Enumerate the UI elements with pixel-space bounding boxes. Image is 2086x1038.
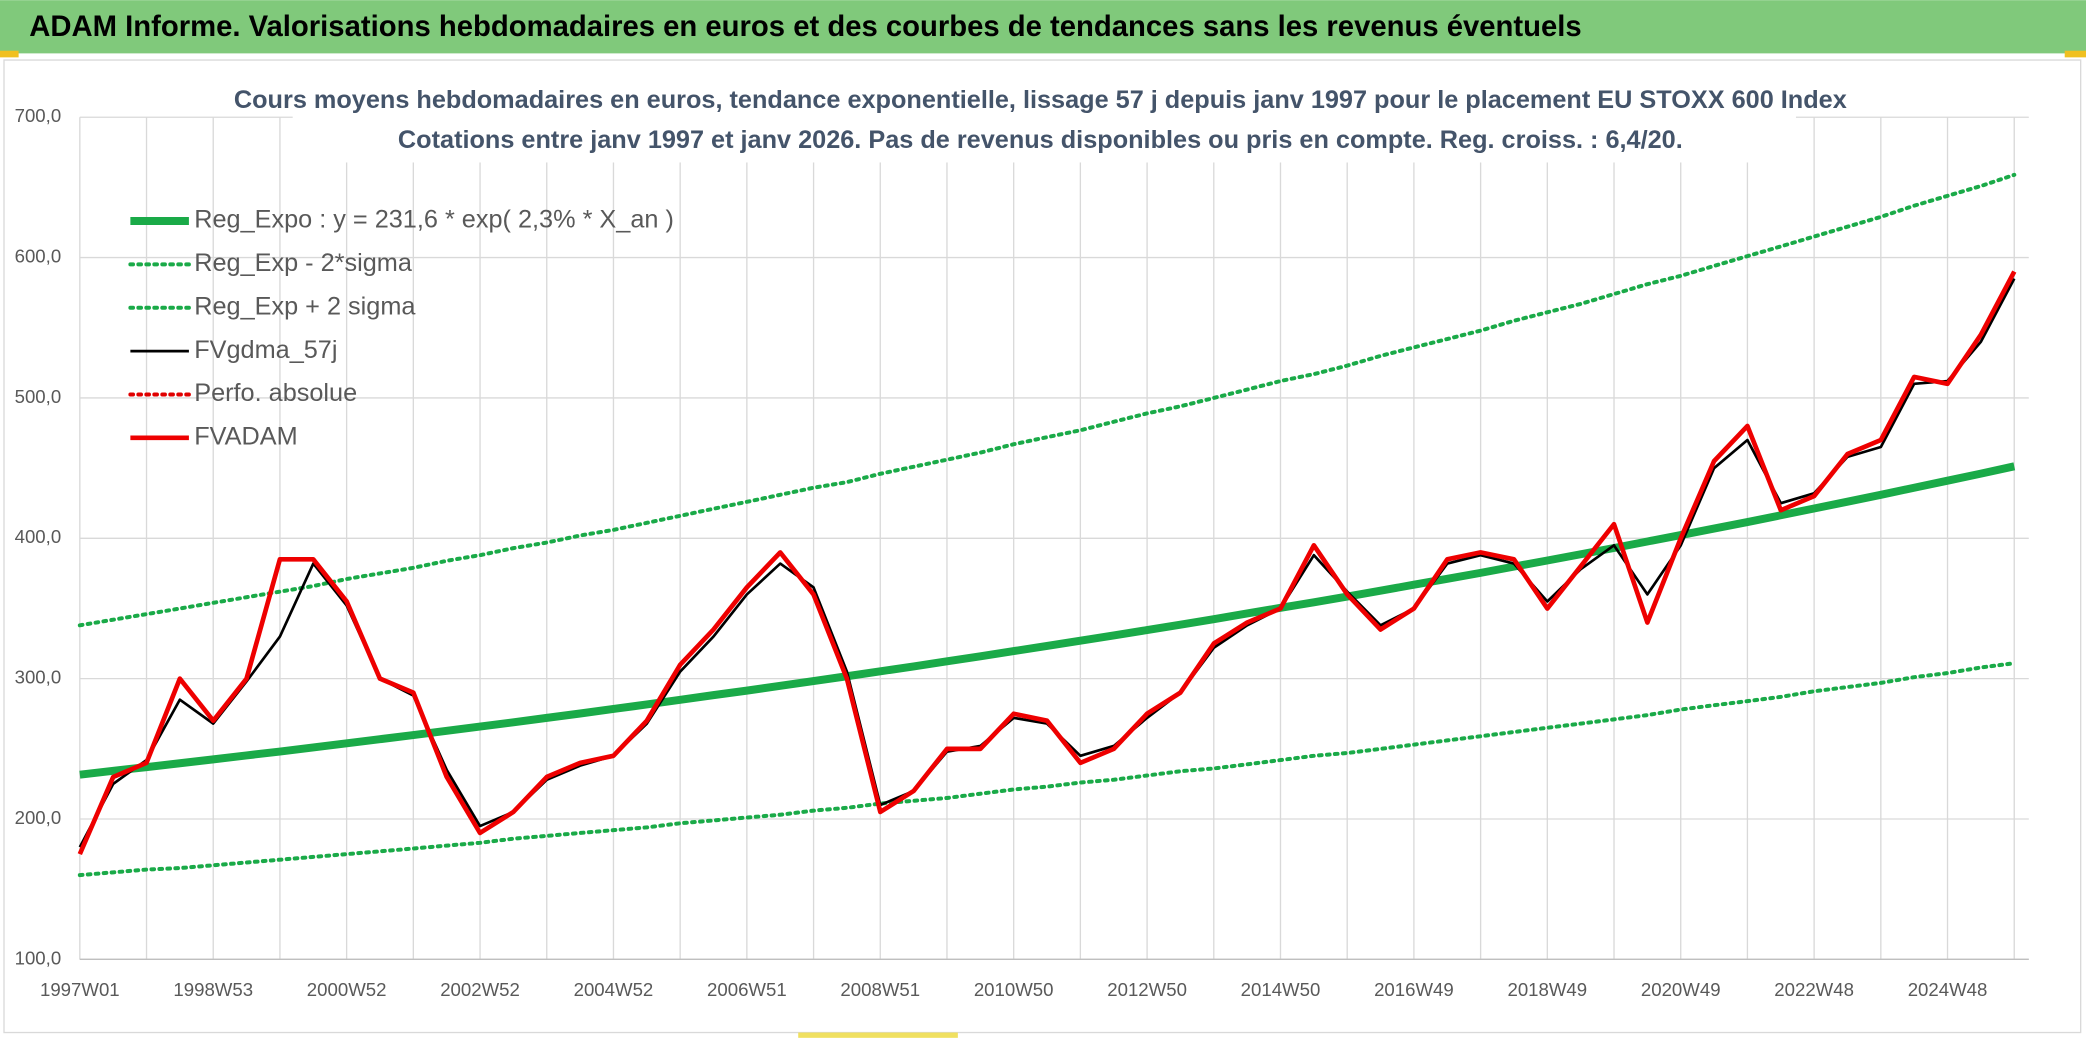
y-tick-label: 100,0 (15, 947, 62, 968)
x-tick-label: 2000W52 (307, 979, 387, 1000)
legend-label: Reg_Exp + 2 sigma (194, 292, 416, 320)
y-tick-label: 400,0 (15, 526, 62, 547)
x-tick-label: 1997W01 (40, 979, 120, 1000)
chart-frame (3, 59, 2082, 1034)
series-line (77, 172, 2017, 628)
series-line (79, 462, 2016, 779)
bottom-accent (798, 1032, 958, 1038)
legend-label: FVADAM (194, 423, 297, 451)
corner-accent (2064, 50, 2086, 58)
y-tick-label: 200,0 (15, 807, 62, 828)
x-tick-label: 2008W51 (840, 979, 920, 1000)
chart-subtitle: Cotations entre janv 1997 et janv 2026. … (398, 126, 1683, 154)
grid: 100,0 200,0 300,0 400,0 500,0 600,0 700,0 1997W… (15, 105, 2029, 1000)
header-title: ADAM Informe. Valorisations hebdomadaire… (29, 11, 1581, 43)
legend-label: Perfo. absolue (194, 379, 357, 407)
x-tick-label: 2012W50 (1107, 979, 1187, 1000)
y-tick-label: 600,0 (15, 246, 62, 267)
series-line (77, 661, 2017, 878)
plot (77, 172, 2017, 878)
legend-label: Reg_Exp - 2*sigma (194, 249, 413, 277)
x-tick-label: 2010W50 (974, 979, 1054, 1000)
x-tick-label: 2018W49 (1507, 979, 1587, 1000)
x-tick-label: 1998W53 (173, 979, 253, 1000)
legend-label: FVgdma_57j (194, 336, 337, 364)
series-line (77, 270, 2017, 856)
x-tick-label: 2006W51 (707, 979, 787, 1000)
y-tick-label: 500,0 (15, 386, 62, 407)
header-bar (0, 0, 2086, 54)
x-tick-label: 2002W52 (440, 979, 520, 1000)
title-backdrop (292, 82, 1796, 163)
x-tick-label: 2004W52 (574, 979, 654, 1000)
x-tick-label: 2016W49 (1374, 979, 1454, 1000)
x-tick-label: 2024W48 (1908, 979, 1988, 1000)
legend: Reg_Expo : y = 231,6 * exp( 2,3% * X_an … (128, 206, 674, 451)
legend-label: Reg_Expo : y = 231,6 * exp( 2,3% * X_an … (194, 206, 674, 234)
y-tick-label: 300,0 (15, 667, 62, 688)
x-tick-label: 2022W48 (1774, 979, 1854, 1000)
x-tick-label: 2014W50 (1241, 979, 1321, 1000)
x-tick-label: 2020W49 (1641, 979, 1721, 1000)
y-tick-label: 700,0 (15, 105, 62, 126)
corner-accent (0, 50, 19, 58)
chart-title: Cours moyens hebdomadaires en euros, ten… (234, 86, 1847, 114)
